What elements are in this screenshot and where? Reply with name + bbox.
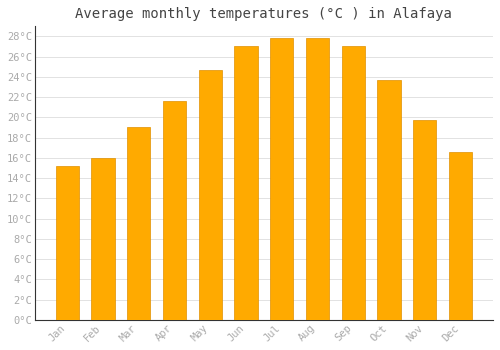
Bar bbox=[234, 46, 258, 320]
Bar bbox=[413, 120, 436, 320]
Bar bbox=[127, 127, 150, 320]
Bar bbox=[163, 101, 186, 320]
Bar bbox=[449, 152, 472, 320]
Bar bbox=[270, 38, 293, 320]
Bar bbox=[378, 80, 400, 320]
Bar bbox=[198, 70, 222, 320]
Bar bbox=[92, 158, 114, 320]
Title: Average monthly temperatures (°C ) in Alafaya: Average monthly temperatures (°C ) in Al… bbox=[76, 7, 452, 21]
Bar bbox=[306, 38, 329, 320]
Bar bbox=[56, 166, 79, 320]
Bar bbox=[342, 46, 365, 320]
